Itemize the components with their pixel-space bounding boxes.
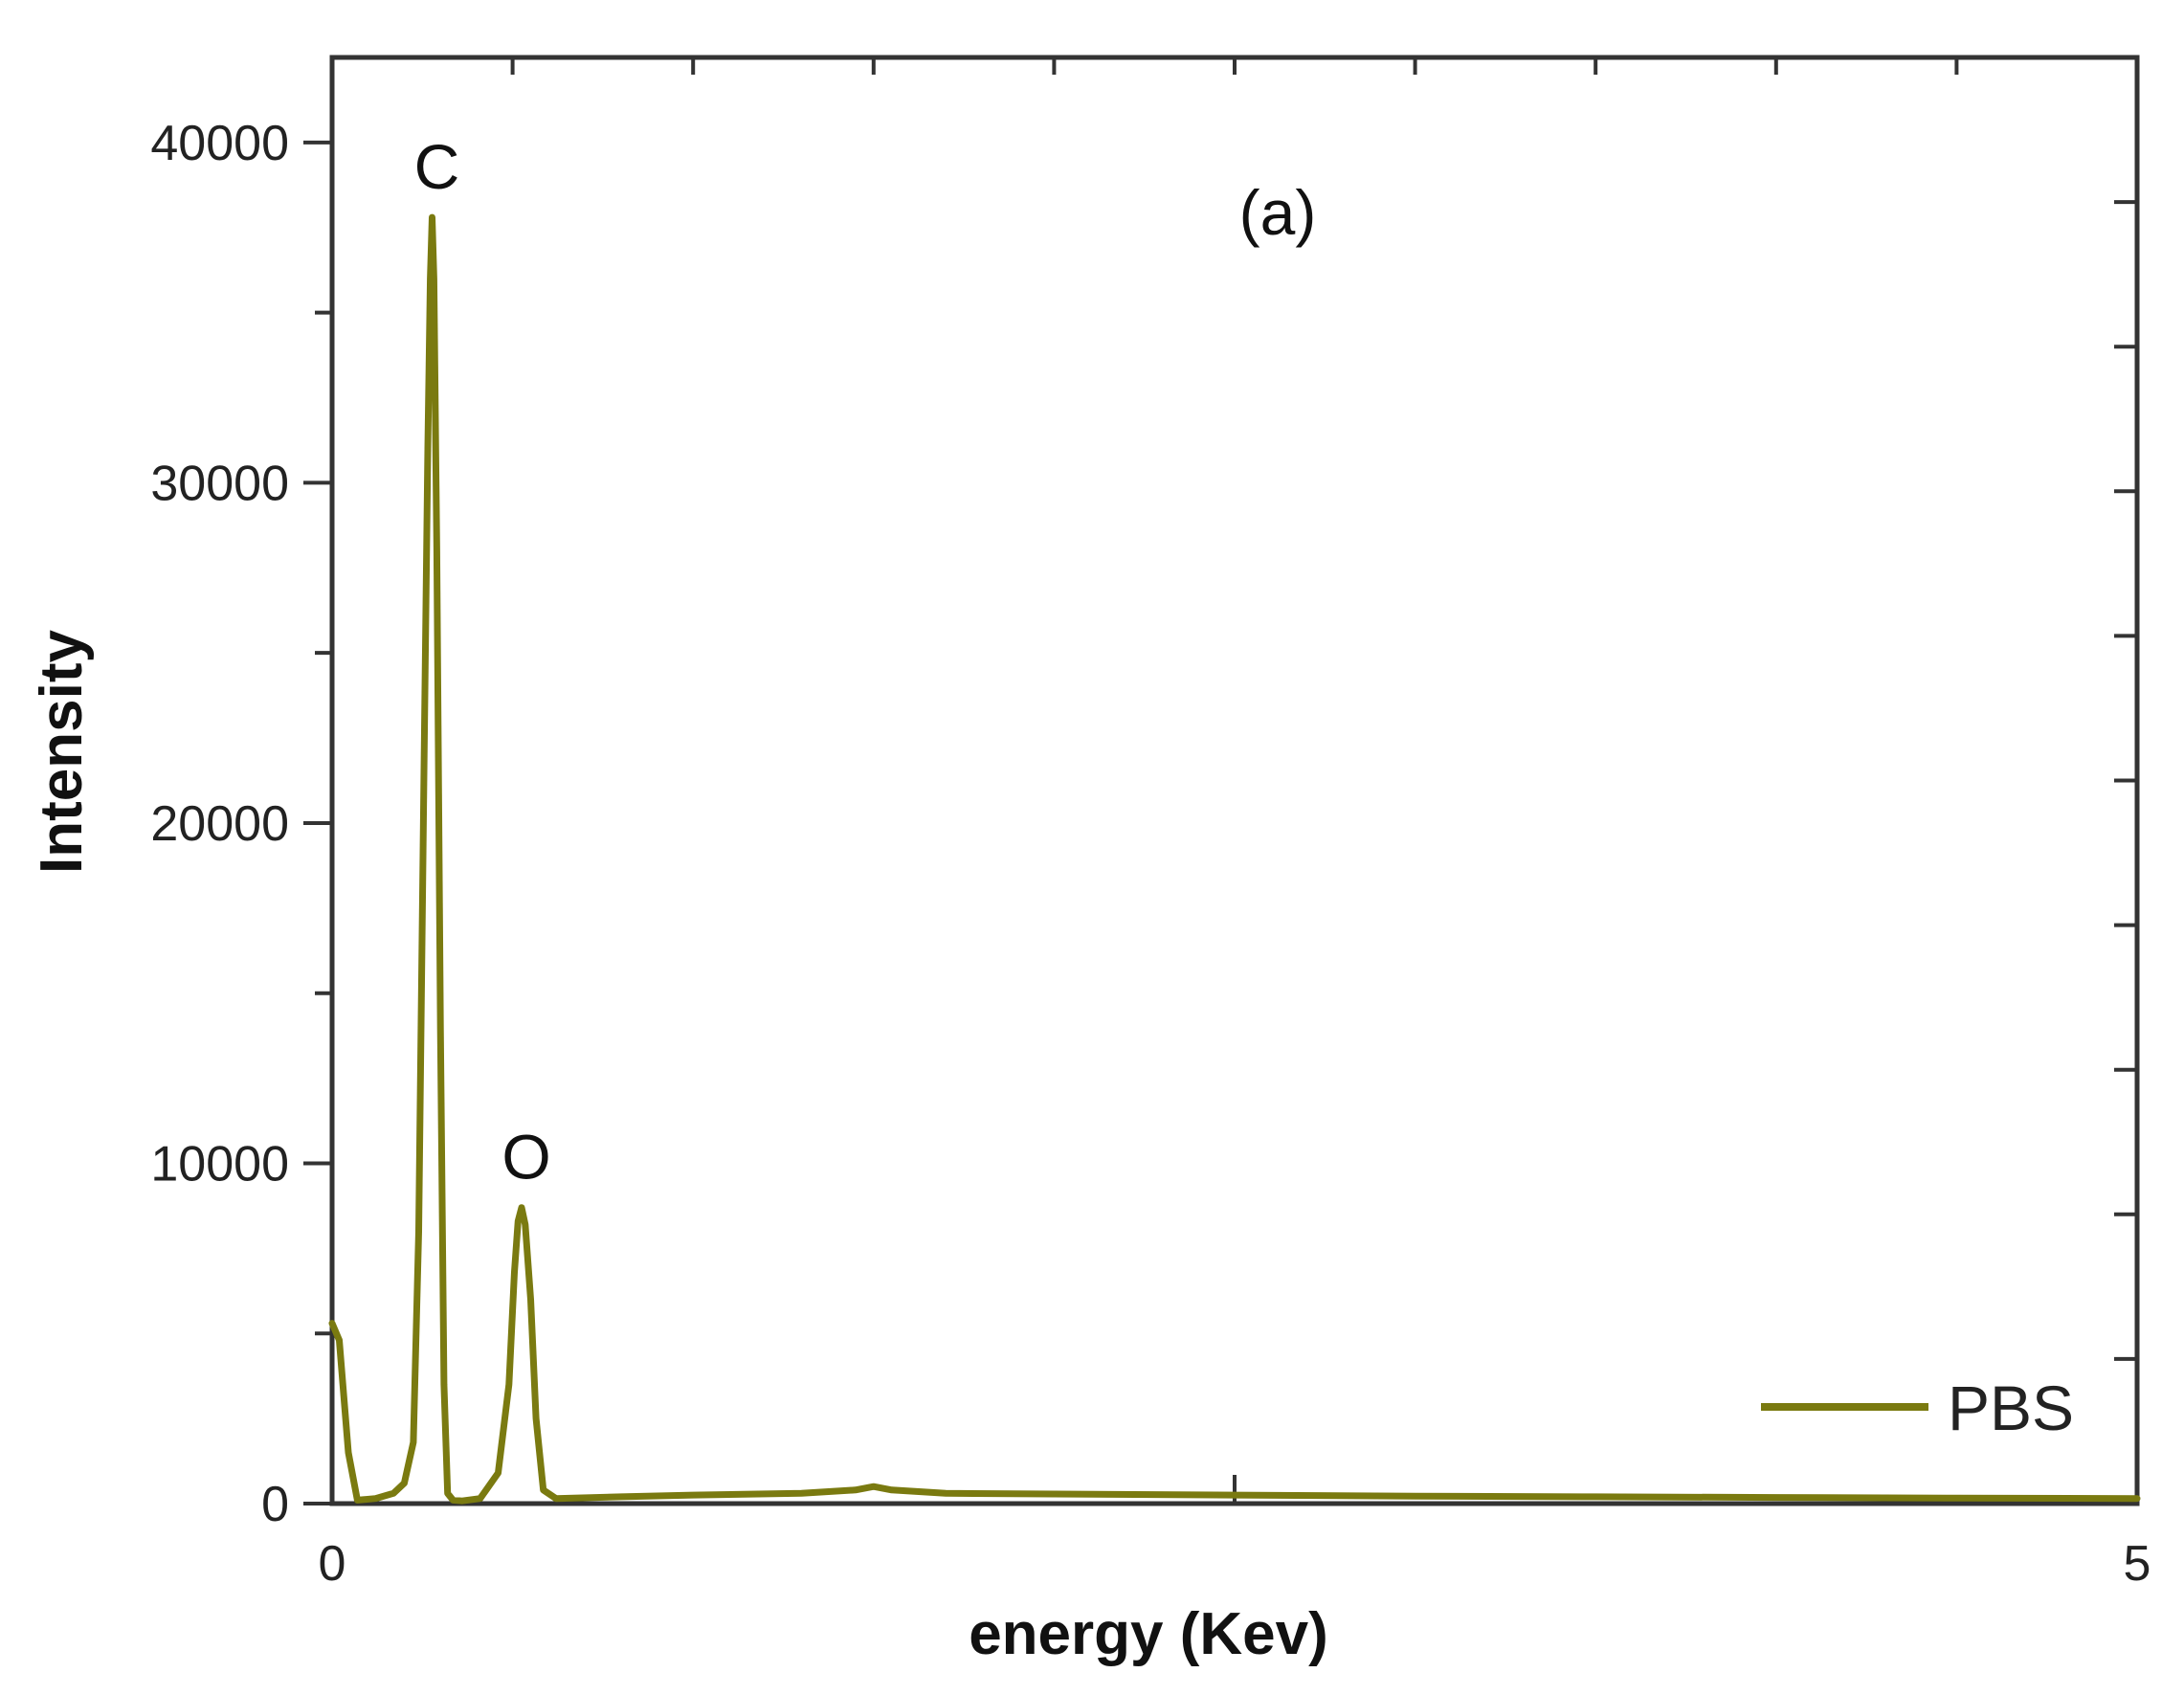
peak-label-o: O [501,1122,550,1193]
series-layer [328,213,2141,1505]
series-line-pbs [328,213,2141,1505]
y-tick-label: 10000 [150,1136,289,1192]
y-tick-label: 0 [261,1477,289,1532]
annotations: (a) [1239,177,1317,248]
x-tick-label: 5 [2124,1536,2151,1592]
x-axis-label: energy (Kev) [969,1601,1328,1667]
legend-label-pbs: PBS [1948,1372,2074,1443]
axis-ticks [303,56,2139,1505]
peak-labels: CO [414,131,551,1193]
peak-label-c: C [414,131,460,202]
y-tick-label: 40000 [150,116,289,171]
y-axis-label: Intensity [29,630,95,874]
x-tick-label: 0 [319,1536,346,1592]
y-tick-label: 20000 [150,796,289,852]
plot-border [329,55,2140,1506]
legend: PBS [1761,1372,2074,1443]
panel-label: (a) [1239,177,1317,248]
tick-labels: 0 5 0 10000 20000 30000 40000 [150,116,2151,1592]
y-tick-label: 30000 [150,456,289,511]
plot-frame [329,55,2140,1506]
